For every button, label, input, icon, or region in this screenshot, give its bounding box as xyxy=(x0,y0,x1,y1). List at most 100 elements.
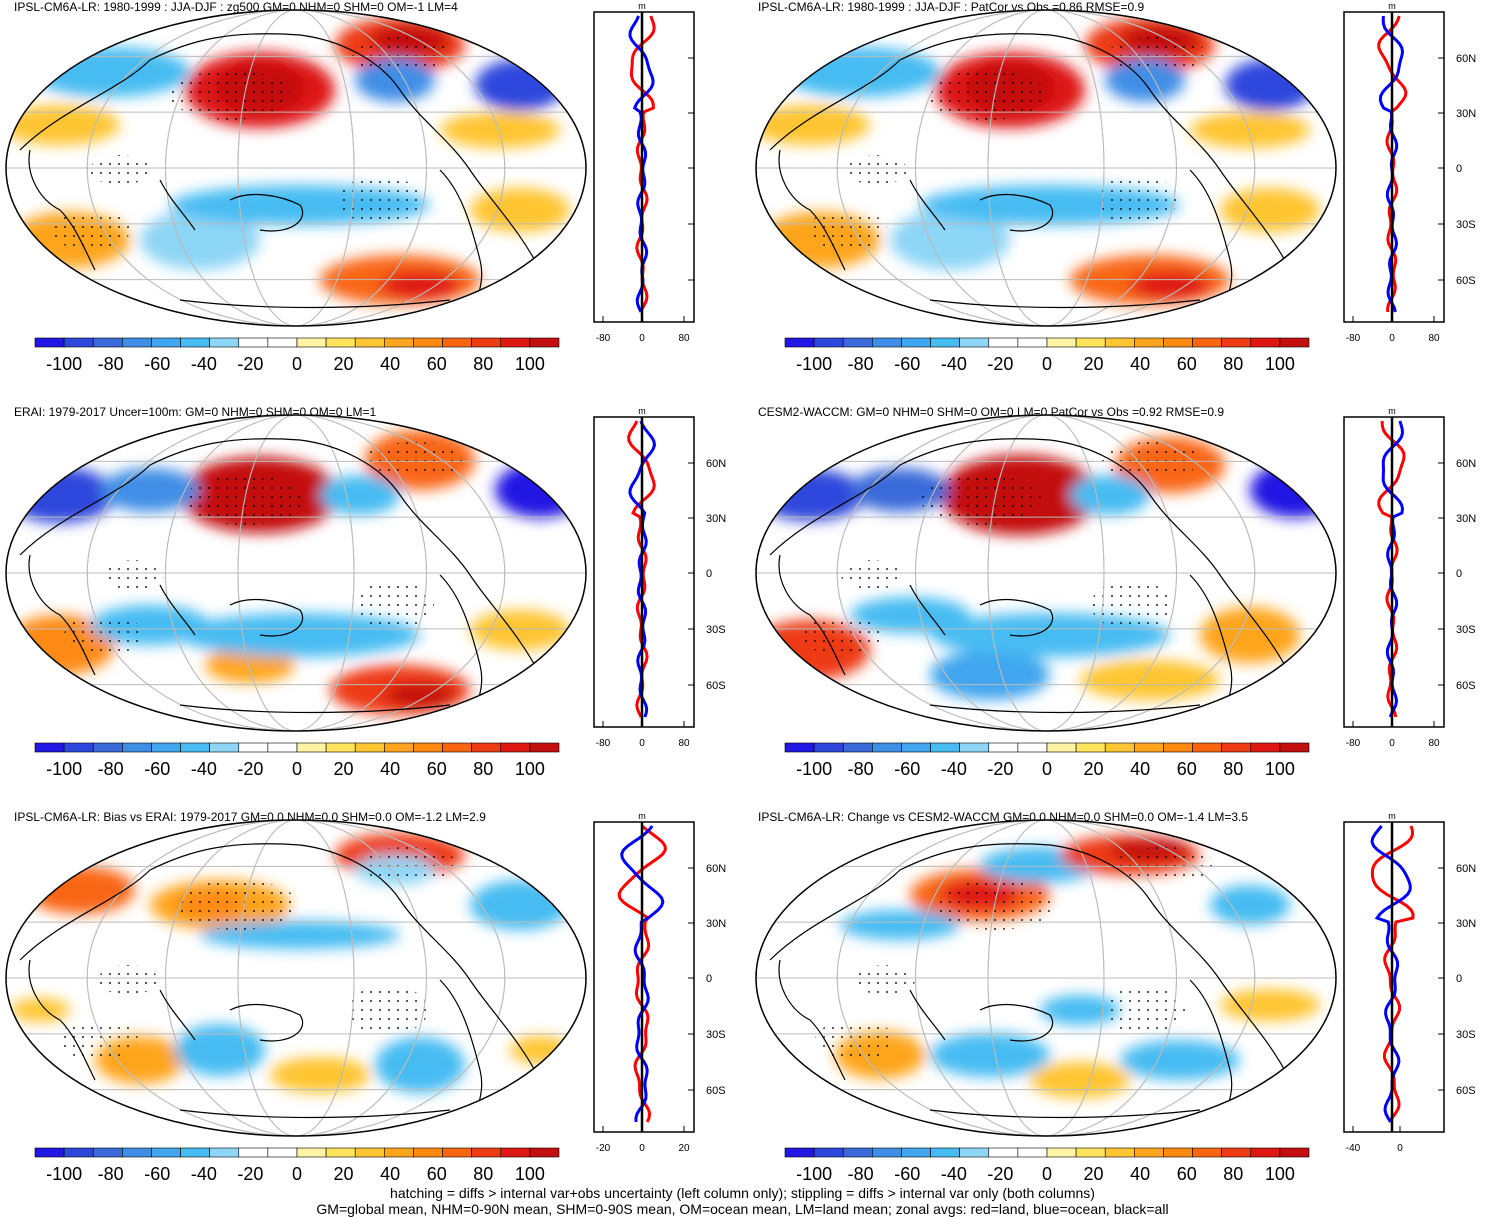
stippling-region xyxy=(1101,442,1201,478)
stippling-region xyxy=(847,155,907,185)
colorbar-label: 80 xyxy=(473,759,493,779)
zonal-average-profile: m -20 0 20 60N 30N 0 30S 60S xyxy=(593,811,726,1154)
map-outline xyxy=(5,819,587,1137)
anomaly-blob xyxy=(510,1036,570,1064)
ocean-zonal-average-line xyxy=(620,825,665,1123)
colorbar-swatch xyxy=(959,337,990,348)
colorbar-swatch xyxy=(813,742,844,753)
colorbar-swatch xyxy=(784,742,815,753)
map-outline xyxy=(5,9,587,327)
colorbar-swatch xyxy=(122,337,152,348)
colorbar-swatch xyxy=(842,337,873,348)
colorbar-label: 80 xyxy=(473,354,493,374)
colorbar-swatch xyxy=(267,742,298,753)
profile-frame xyxy=(593,416,695,728)
stippling-region xyxy=(104,560,164,590)
profile-latitude-label: 0 xyxy=(1456,568,1462,580)
colorbar-swatch xyxy=(151,1147,181,1158)
profile-latitude-label: 30S xyxy=(706,1029,726,1041)
anomaly-blob xyxy=(840,910,960,940)
profile-x-tick-label: 0 xyxy=(1389,333,1395,344)
land-zonal-average-line xyxy=(1377,15,1408,313)
profile-latitude-label: 0 xyxy=(706,973,712,985)
colorbar-swatch xyxy=(1017,337,1048,348)
colorbar-label: -40 xyxy=(191,1164,217,1184)
map-title: IPSL-CM6A-LR: Bias vs ERAI: 1979-2017 GM… xyxy=(14,810,486,824)
colorbar-swatch xyxy=(500,742,531,753)
longitude-gridline xyxy=(86,10,506,326)
colorbar-swatch xyxy=(1017,742,1048,753)
colorbar-swatch xyxy=(1046,337,1077,348)
stippling-region xyxy=(58,1020,138,1060)
coastline xyxy=(769,843,1291,1121)
anomaly-blob xyxy=(756,469,865,521)
longitude-gridline xyxy=(836,10,1256,326)
stippling-region xyxy=(350,37,450,73)
colorbar-swatch xyxy=(988,742,1019,753)
colorbar-swatch xyxy=(1192,337,1222,348)
profile-latitude-label: 60N xyxy=(1456,53,1476,65)
colorbar-label: 20 xyxy=(1084,354,1104,374)
colorbar-swatch xyxy=(1221,1147,1252,1158)
colorbar-swatch xyxy=(92,1147,123,1158)
longitude-gridline xyxy=(165,820,427,1136)
anomaly-blob xyxy=(6,467,115,523)
longitude-gridline xyxy=(165,10,427,326)
colorbar-swatch xyxy=(413,742,443,753)
profile-x-tick-label: -40 xyxy=(1346,1143,1361,1154)
coastline xyxy=(19,843,541,1121)
colorbar-label: 40 xyxy=(380,1164,400,1184)
colorbar-label: 80 xyxy=(1223,354,1243,374)
colorbar-swatch xyxy=(1163,742,1193,753)
colorbar-label: -60 xyxy=(894,1164,920,1184)
colorbar-label: 0 xyxy=(292,759,302,779)
colorbar-label: 20 xyxy=(334,1164,354,1184)
colorbar: -100 -80 -60 -40 -20 0 20 40 60 80 100 xyxy=(34,742,560,779)
colorbar-swatch xyxy=(151,742,181,753)
colorbar-label: -20 xyxy=(987,1164,1013,1184)
land-zonal-average-line xyxy=(627,420,656,718)
ocean-zonal-average-line xyxy=(628,15,655,313)
colorbar-swatch xyxy=(872,742,902,753)
colorbar-label: -80 xyxy=(848,354,874,374)
colorbar-label: -100 xyxy=(46,759,82,779)
anomaly-blob xyxy=(140,210,260,270)
profile-x-tick-label: 80 xyxy=(1428,738,1440,749)
colorbar-label: 0 xyxy=(1042,759,1052,779)
colorbar-swatch xyxy=(959,1147,990,1158)
panel-cesm2-waccm: CESM2-WACCM: GM=0 NHM=0 SHM=0 OM=0 LM=0 … xyxy=(750,405,1485,805)
map-title: IPSL-CM6A-LR: Change vs CESM2-WACCM GM=0… xyxy=(758,810,1249,824)
anomaly-blob xyxy=(1210,885,1290,925)
stippling-region xyxy=(1107,37,1207,73)
colorbar-label: 100 xyxy=(515,354,545,374)
longitude-gridline xyxy=(987,820,1105,1136)
colorbar-swatch xyxy=(296,742,327,753)
colorbar-label: -60 xyxy=(144,1164,170,1184)
stippling-region xyxy=(178,880,298,930)
colorbar-label: 0 xyxy=(1042,1164,1052,1184)
colorbar-swatch xyxy=(296,337,327,348)
colorbar-swatch xyxy=(930,337,960,348)
panel-figure: m -80 0 80 60N 30N 0 30S 60S -100 -80 -60 -40 -20 0 20 4… xyxy=(5,406,726,779)
colorbar-swatch xyxy=(325,742,356,753)
colorbar-swatch xyxy=(813,1147,844,1158)
anomaly-blob xyxy=(1030,1062,1130,1098)
colorbar-swatch xyxy=(1279,337,1310,348)
colorbar-swatch xyxy=(930,742,960,753)
profile-frame xyxy=(1343,416,1445,728)
anomaly-blob xyxy=(180,613,420,657)
colorbar-label: 80 xyxy=(473,1164,493,1184)
colorbar-label: 40 xyxy=(1130,759,1150,779)
zonal-average-profile: m -40 0 60N 30N 0 30S 60S xyxy=(1343,811,1476,1154)
profile-latitude-label: 60S xyxy=(1456,680,1476,692)
footnote-line-1: hatching = diffs > internal var+obs unce… xyxy=(390,1185,1095,1201)
stippling-region xyxy=(855,965,915,995)
colorbar-swatch xyxy=(1046,1147,1077,1158)
colorbar-label: 20 xyxy=(1084,1164,1104,1184)
colorbar-label: 100 xyxy=(1265,1164,1295,1184)
profile-latitude-label: 30N xyxy=(1456,108,1476,120)
longitude-gridline xyxy=(987,415,1105,731)
colorbar-swatch xyxy=(842,1147,873,1158)
profile-frame xyxy=(593,11,695,323)
profile-x-tick-label: 20 xyxy=(678,1143,690,1154)
